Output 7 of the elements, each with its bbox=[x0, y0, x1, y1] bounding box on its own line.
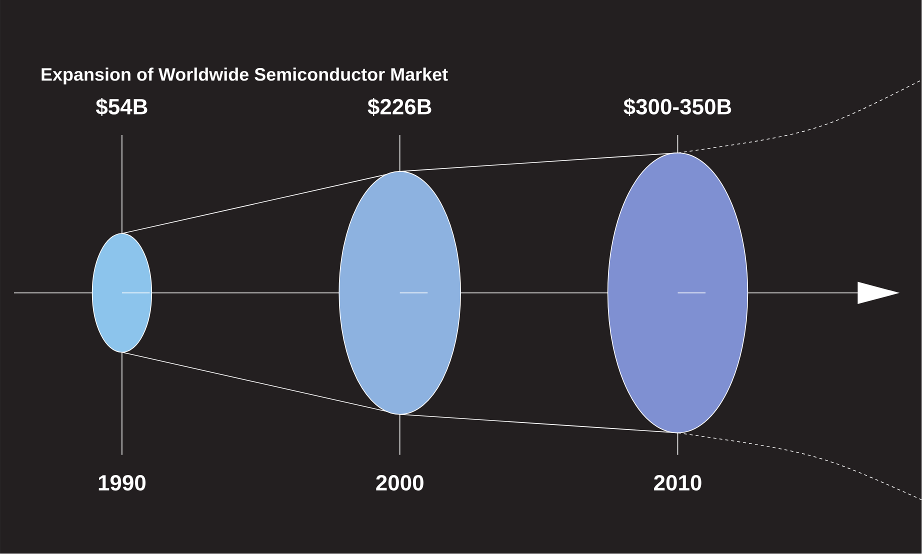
text: Expansion of Worldwide Semiconductor Market bbox=[42, 68, 448, 84]
data-label: $226B bbox=[368, 98, 432, 116]
category-label: 2000 bbox=[376, 475, 424, 491]
data-label: $54B bbox=[96, 98, 148, 116]
category-label: 1990 bbox=[98, 475, 146, 491]
category-label: 2010 bbox=[654, 475, 702, 491]
data-label: $300-350B bbox=[624, 98, 732, 116]
